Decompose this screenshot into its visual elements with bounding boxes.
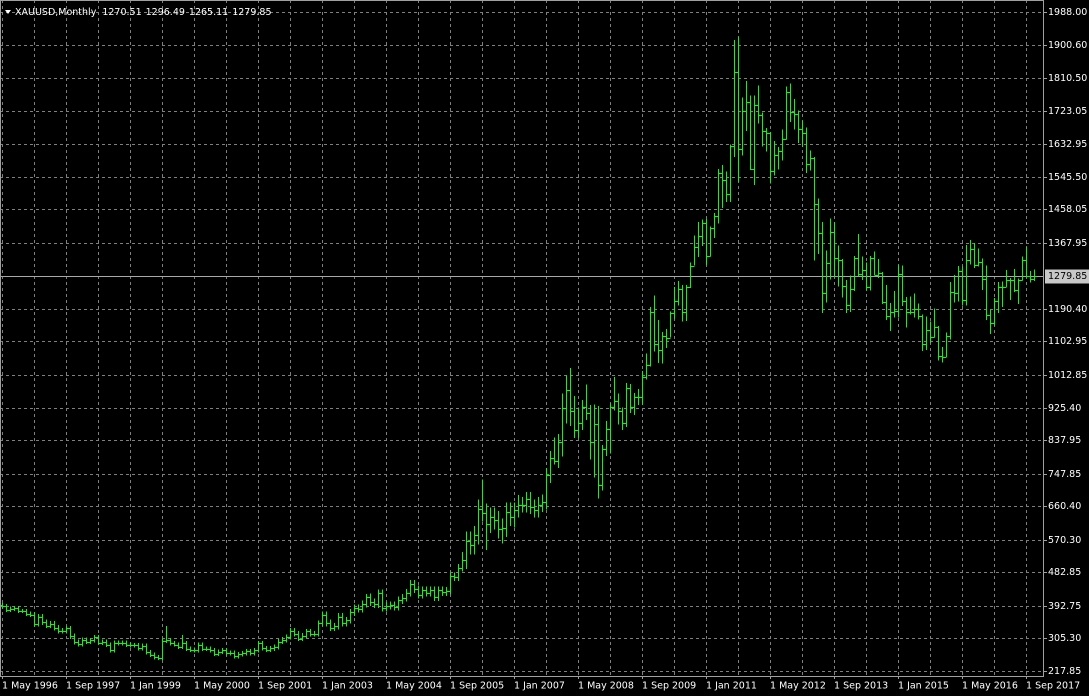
y-tick-label: 392.75	[1048, 601, 1081, 612]
y-tick-label: 1190.40	[1048, 304, 1087, 315]
x-tick-label: 1 Sep 2009	[642, 681, 696, 692]
y-tick-label: 747.85	[1048, 469, 1081, 480]
x-tick-label: 1 May 2008	[578, 681, 634, 692]
y-tick-label: 570.30	[1048, 535, 1081, 546]
y-tick-label: 1367.95	[1048, 238, 1087, 249]
y-tick-label: 660.40	[1048, 501, 1081, 512]
y-tick-label: 1458.05	[1048, 204, 1087, 215]
y-tick-label: 482.85	[1048, 567, 1081, 578]
x-tick-label: 1 Jan 2003	[322, 681, 373, 692]
collapse-icon[interactable]	[5, 10, 11, 14]
y-tick-label: 925.40	[1048, 403, 1081, 414]
y-tick-label: 1900.60	[1048, 40, 1087, 51]
y-tick-label: 1632.95	[1048, 139, 1087, 150]
last-close: 1279.85	[232, 7, 271, 18]
x-tick-label: 1 Jan 2011	[706, 681, 757, 692]
chart-header: XAUUSD,Monthly 1270.51 1296.49 1265.11 1279.…	[15, 7, 272, 18]
x-tick-label: 1 Sep 2013	[834, 681, 888, 692]
last-open: 1270.51	[102, 7, 141, 18]
y-tick-label: 1810.50	[1048, 73, 1087, 84]
x-tick-label: 1 Sep 2001	[258, 681, 312, 692]
plot-frame	[0, 0, 1044, 677]
x-tick-label: 1 Sep 2017	[1026, 681, 1080, 692]
chart-title: XAUUSD,Monthly	[15, 7, 97, 18]
y-tick-label: 1988.00	[1048, 7, 1087, 18]
x-tick-label: 1 Jan 1999	[130, 681, 181, 692]
last-low: 1265.11	[189, 7, 228, 18]
y-tick-label: 837.95	[1048, 435, 1081, 446]
y-tick-label: 305.30	[1048, 633, 1081, 644]
last-high: 1296.49	[146, 7, 185, 18]
x-tick-label: 1 May 2000	[194, 681, 250, 692]
last-price-label: 1279.85	[1048, 271, 1087, 282]
x-tick-label: 1 May 2004	[386, 681, 442, 692]
x-tick-label: 1 May 1996	[2, 681, 58, 692]
y-tick-label: 1012.85	[1048, 370, 1087, 381]
bars	[0, 36, 1037, 660]
grid	[0, 0, 1044, 676]
x-tick-label: 1 Jan 2015	[898, 681, 949, 692]
y-tick-label: 217.85	[1048, 666, 1081, 677]
x-tick-label: 1 May 2012	[770, 681, 826, 692]
x-tick-label: 1 Jan 2007	[514, 681, 565, 692]
y-tick-label: 1723.05	[1048, 106, 1087, 117]
y-tick-label: 1102.95	[1048, 336, 1087, 347]
x-tick-label: 1 Sep 1997	[66, 681, 120, 692]
x-tick-label: 1 May 2016	[962, 681, 1018, 692]
y-tick-label: 1545.50	[1048, 172, 1087, 183]
last-price-box	[1045, 269, 1089, 284]
x-tick-label: 1 Sep 2005	[450, 681, 504, 692]
